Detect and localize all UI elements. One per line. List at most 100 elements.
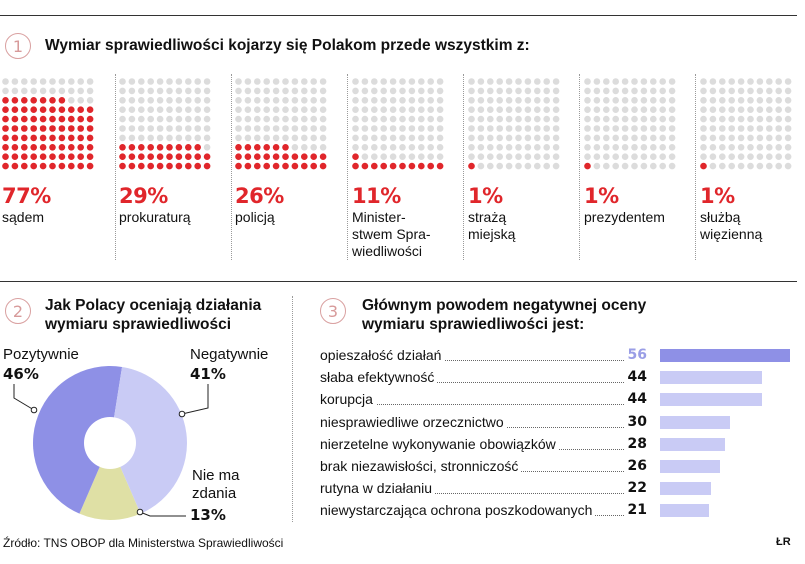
dot-filled xyxy=(203,162,211,170)
source-note: Źródło: TNS OBOP dla Ministerstwa Sprawi… xyxy=(3,536,284,550)
dot-empty xyxy=(612,125,619,132)
dot-empty xyxy=(477,97,485,104)
dot-filled xyxy=(361,162,369,170)
dot-empty xyxy=(505,78,513,85)
dot-empty xyxy=(138,115,145,123)
dot-empty xyxy=(728,97,735,104)
dot-empty xyxy=(301,125,308,132)
dot-empty xyxy=(756,162,764,170)
dot-empty xyxy=(399,97,406,104)
dot-empty xyxy=(505,153,513,160)
dot-filled xyxy=(427,162,434,170)
dot-empty xyxy=(775,134,782,142)
dot-filled xyxy=(11,134,19,142)
dot-filled xyxy=(166,153,173,160)
dot-matrix xyxy=(700,78,792,170)
dot-empty xyxy=(747,78,754,85)
dot-empty xyxy=(389,115,397,123)
dot-empty xyxy=(282,134,289,142)
dot-filled xyxy=(58,97,66,104)
dot-filled xyxy=(11,162,19,170)
dot-empty xyxy=(534,144,541,151)
dot-empty xyxy=(631,134,638,142)
dot-empty xyxy=(291,125,299,132)
dot-empty xyxy=(775,162,782,170)
dot-empty xyxy=(138,78,145,85)
dot-empty xyxy=(147,87,154,95)
dot-empty xyxy=(477,106,485,113)
dot-filled xyxy=(194,144,201,151)
dot-filled xyxy=(21,106,28,113)
dot-empty xyxy=(593,87,601,95)
dot-empty xyxy=(621,115,629,123)
reason-row: rutyna w działaniu 22 xyxy=(320,478,790,500)
pie-label-negative: Negatywnie xyxy=(190,346,269,363)
dot-empty xyxy=(728,106,735,113)
dot-empty xyxy=(775,87,782,95)
dot-empty xyxy=(254,78,261,85)
pie-value-none: 13% xyxy=(190,506,226,524)
dot-empty xyxy=(747,153,754,160)
dot-filled xyxy=(58,144,66,151)
dot-empty xyxy=(380,153,387,160)
dot-empty xyxy=(2,78,9,85)
dot-empty xyxy=(272,125,280,132)
dot-empty xyxy=(784,97,792,104)
dot-empty xyxy=(119,106,126,113)
dot-filled xyxy=(185,162,192,170)
reason-row: opieszałość działań 56 xyxy=(320,345,790,367)
dot-empty xyxy=(668,144,676,151)
dot-empty xyxy=(496,134,503,142)
dot-empty xyxy=(175,125,183,132)
dot-empty xyxy=(399,87,406,95)
publisher-logo: ŁR xyxy=(776,536,791,548)
dot-empty xyxy=(282,78,289,85)
dot-empty xyxy=(185,78,192,85)
dot-empty xyxy=(737,134,745,142)
dot-empty xyxy=(389,125,397,132)
dot-empty xyxy=(668,106,676,113)
dot-filled xyxy=(58,106,66,113)
dot-empty xyxy=(584,144,591,151)
dot-empty xyxy=(515,87,522,95)
dot-empty xyxy=(11,87,19,95)
dot-empty xyxy=(524,106,532,113)
dot-empty xyxy=(68,87,75,95)
dot-empty xyxy=(659,125,666,132)
dot-empty xyxy=(700,87,707,95)
dot-filled xyxy=(58,153,66,160)
dot-filled xyxy=(39,134,47,142)
dot-empty xyxy=(361,87,369,95)
category-label: prokuraturą xyxy=(119,209,191,225)
dot-empty xyxy=(631,87,638,95)
dot-filled xyxy=(254,153,261,160)
dot-empty xyxy=(380,106,387,113)
dot-filled xyxy=(2,162,9,170)
dot-empty xyxy=(496,153,503,160)
dot-empty xyxy=(640,125,648,132)
dot-empty xyxy=(477,144,485,151)
dot-empty xyxy=(301,78,308,85)
dot-filled xyxy=(254,162,261,170)
dot-empty xyxy=(505,144,513,151)
dot-empty xyxy=(631,106,638,113)
dot-empty xyxy=(436,106,444,113)
dot-empty xyxy=(709,106,717,113)
dot-empty xyxy=(505,87,513,95)
dot-filled xyxy=(408,162,416,170)
dot-empty xyxy=(784,115,792,123)
reason-bar xyxy=(660,371,763,385)
dot-empty xyxy=(650,125,657,132)
dot-empty xyxy=(524,153,532,160)
dot-empty xyxy=(552,162,560,170)
dot-filled xyxy=(119,144,126,151)
dot-empty xyxy=(659,115,666,123)
dot-empty xyxy=(427,78,434,85)
dot-empty xyxy=(128,134,136,142)
column-separator xyxy=(463,74,464,260)
dot-empty xyxy=(668,97,676,104)
column-separator xyxy=(231,74,232,260)
dot-empty xyxy=(235,97,242,104)
dot-empty xyxy=(756,134,764,142)
dot-empty xyxy=(254,97,261,104)
